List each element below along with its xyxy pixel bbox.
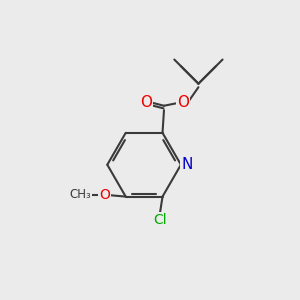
Text: O: O (177, 95, 189, 110)
Text: Cl: Cl (153, 213, 166, 227)
Text: N: N (182, 157, 193, 172)
Text: O: O (99, 188, 110, 202)
Text: CH₃: CH₃ (69, 188, 91, 201)
Text: O: O (140, 95, 152, 110)
